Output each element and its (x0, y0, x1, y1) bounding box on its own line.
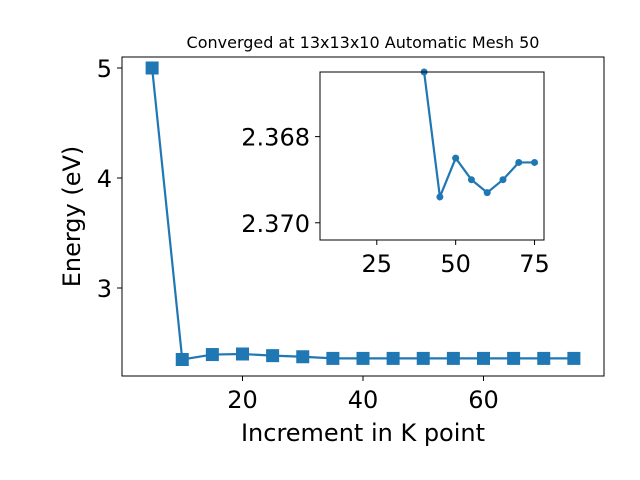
main-y-tick-label: 3 (97, 275, 112, 303)
inset-panel: 25 50 75 2.368 2.370 (241, 68, 550, 278)
main-data-point (507, 351, 521, 365)
inset-background (320, 72, 544, 240)
y-axis-label: Energy (eV) (58, 146, 86, 288)
main-frame (121, 56, 605, 377)
main-data-point (326, 351, 340, 365)
inset-y-tick-label: 2.368 (241, 124, 310, 152)
inset-x-tick-label: 50 (440, 250, 471, 278)
inset-y-tick-label: 2.370 (241, 210, 310, 238)
inset-frame (319, 71, 545, 241)
inset-data-point (515, 158, 523, 166)
inset-data-point (467, 176, 475, 184)
main-data-point (145, 61, 159, 75)
x-axis-label: Increment in K point (241, 419, 485, 447)
main-data-point (266, 349, 280, 363)
main-data-point (416, 351, 430, 365)
inset-data-point (436, 193, 444, 201)
main-data-point (477, 351, 490, 365)
chart-title: Converged at 13x13x10 Automatic Mesh 50 (187, 33, 540, 52)
main-data-point (236, 347, 249, 361)
inset-data-point (483, 189, 491, 197)
main-x-tick-label: 20 (227, 386, 258, 414)
main-x-tick-label: 60 (468, 386, 499, 414)
main-data-point (537, 351, 551, 365)
main-y-tick-label: 5 (97, 55, 112, 83)
main-data-point (386, 351, 400, 365)
inset-data-point (499, 176, 507, 184)
main-data-point (175, 353, 189, 366)
main-data-point (567, 351, 581, 365)
main-y-tick-label: 4 (97, 165, 112, 193)
inset-x-tick-label: 75 (519, 250, 550, 278)
inset-series-line (423, 71, 535, 202)
main-x-tick-label: 40 (348, 386, 379, 414)
inset-x-tick-label: 25 (362, 250, 393, 278)
inset-data-point (452, 154, 460, 162)
inset-data-point (531, 158, 539, 166)
main-data-point (446, 351, 460, 365)
main-data-point (205, 348, 219, 362)
main-data-point (356, 351, 370, 365)
main-data-point (296, 350, 310, 364)
main-panel: 20 40 60 3 4 5 (97, 55, 605, 414)
